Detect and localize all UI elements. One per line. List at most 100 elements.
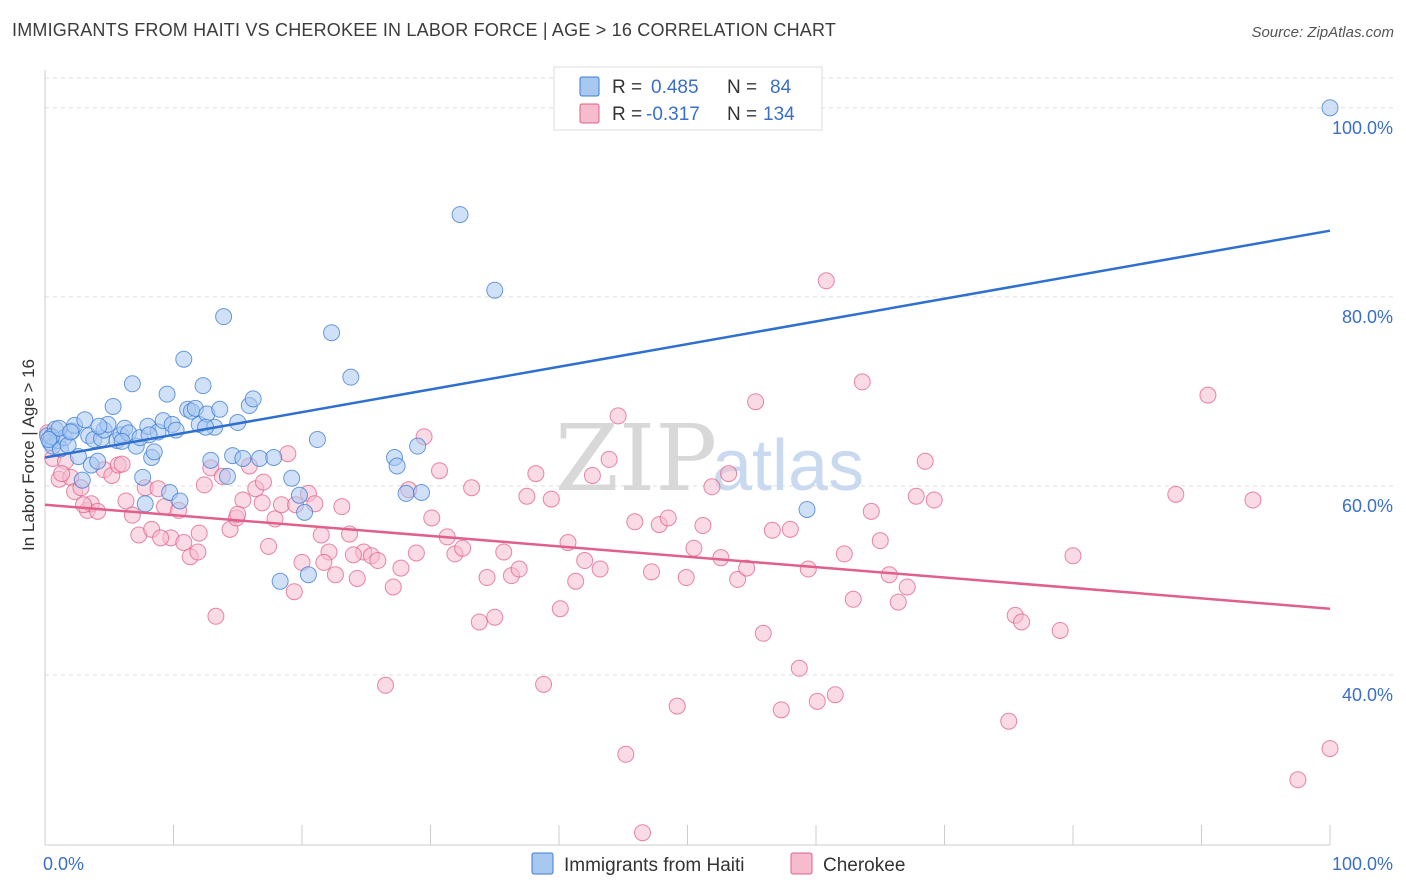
point-haiti-25 — [123, 375, 141, 393]
point-cherokee-85 — [643, 563, 661, 581]
point-cherokee-97 — [747, 393, 765, 411]
watermark-atlas: atlas — [712, 426, 864, 506]
point-haiti-45 — [194, 377, 212, 395]
point-cherokee-62 — [454, 539, 472, 557]
point-cherokee-76 — [567, 572, 585, 590]
point-cherokee-96 — [738, 559, 756, 577]
point-cherokee-52 — [377, 676, 395, 694]
point-haiti-62 — [296, 503, 314, 521]
legend-n-value-1: 84 — [770, 77, 792, 98]
legend-r-value-1: 0.485 — [651, 77, 699, 98]
point-haiti-71 — [413, 483, 431, 501]
point-haiti-51 — [218, 467, 236, 485]
point-cherokee-126 — [1289, 771, 1307, 789]
point-cherokee-101 — [781, 520, 799, 538]
legend-r-label-1: R = — [612, 77, 642, 98]
point-cherokee-73 — [542, 490, 560, 508]
point-cherokee-114 — [898, 578, 916, 596]
point-cherokee-132 — [190, 524, 208, 542]
legend-r-label-2: R = — [612, 104, 642, 125]
point-haiti-16 — [89, 452, 107, 470]
point-haiti-58 — [265, 449, 283, 466]
point-cherokee-27 — [207, 607, 225, 625]
legend-n-value-2: 134 — [763, 104, 795, 125]
point-cherokee-22 — [175, 534, 193, 552]
point-cherokee-100 — [772, 701, 790, 719]
point-cherokee-117 — [925, 491, 943, 509]
point-haiti-39 — [171, 492, 189, 510]
point-cherokee-79 — [591, 560, 609, 578]
point-haiti-70 — [409, 437, 427, 455]
legend-n-label-2: N = — [727, 104, 757, 125]
point-haiti-28 — [134, 468, 152, 486]
point-cherokee-70 — [518, 487, 536, 505]
point-cherokee-43 — [312, 526, 330, 544]
point-cherokee-25 — [195, 476, 213, 494]
point-cherokee-64 — [470, 613, 488, 631]
y-tick-labels: 40.0% 60.0% 80.0% 100.0% — [1332, 118, 1393, 705]
y-axis-label: In Labor Force | Age > 16 — [19, 359, 38, 551]
point-cherokee-99 — [763, 521, 781, 539]
point-cherokee-130 — [113, 455, 131, 473]
chart-source: Source: ZipAtlas.com — [1251, 24, 1394, 41]
point-haiti-68 — [388, 457, 406, 475]
point-cherokee-67 — [495, 543, 513, 561]
point-cherokee-65 — [478, 569, 496, 587]
legend-r-value-2: -0.317 — [646, 104, 700, 125]
y-tick-label-40: 40.0% — [1342, 685, 1393, 705]
point-cherokee-124 — [1199, 386, 1217, 404]
point-cherokee-34 — [253, 494, 271, 512]
point-haiti-69 — [397, 484, 415, 502]
point-haiti-74 — [798, 500, 816, 518]
point-cherokee-51 — [369, 552, 387, 570]
point-cherokee-56 — [407, 544, 425, 562]
point-haiti-12 — [76, 411, 94, 429]
point-cherokee-83 — [626, 513, 644, 531]
point-cherokee-131 — [152, 529, 170, 547]
point-haiti-63 — [299, 566, 317, 584]
trend-line-haiti — [44, 229, 1331, 459]
point-cherokee-110 — [862, 502, 880, 520]
point-cherokee-106 — [826, 686, 844, 704]
legend-swatch-cherokee — [579, 103, 600, 124]
point-cherokee-81 — [609, 407, 627, 425]
point-cherokee-98 — [754, 624, 772, 642]
legend-n-label-1: N = — [727, 77, 757, 98]
point-cherokee-107 — [835, 545, 853, 563]
point-cherokee-125 — [1244, 491, 1262, 509]
point-cherokee-45 — [326, 566, 344, 584]
point-cherokee-134 — [254, 473, 272, 491]
point-cherokee-102 — [790, 659, 808, 677]
point-cherokee-122 — [1064, 547, 1082, 565]
point-cherokee-69 — [510, 560, 528, 578]
point-cherokee-93 — [712, 549, 730, 567]
bottom-legend-cherokee: Cherokee — [823, 855, 905, 876]
point-haiti-35 — [158, 385, 176, 403]
point-haiti-73 — [486, 281, 504, 299]
point-haiti-49 — [211, 400, 229, 418]
x-tick-label-max: 100.0% — [1332, 854, 1393, 874]
point-cherokee-82 — [617, 745, 635, 763]
point-cherokee-80 — [600, 450, 618, 468]
point-haiti-54 — [234, 449, 252, 467]
point-cherokee-109 — [853, 373, 871, 391]
point-cherokee-89 — [677, 569, 695, 587]
point-haiti-83 — [40, 431, 58, 449]
point-cherokee-129 — [75, 496, 93, 514]
point-cherokee-14 — [123, 506, 141, 524]
grid-lines — [45, 77, 1395, 676]
point-cherokee-84 — [634, 824, 652, 842]
point-cherokee-71 — [527, 465, 545, 483]
point-cherokee-31 — [234, 491, 252, 509]
point-haiti-80 — [113, 432, 131, 450]
data-points — [39, 99, 1339, 842]
point-cherokee-118 — [1000, 712, 1018, 730]
point-cherokee-94 — [720, 465, 738, 483]
point-cherokee-137 — [344, 546, 362, 564]
point-haiti-64 — [308, 431, 326, 449]
point-cherokee-115 — [907, 487, 925, 505]
point-cherokee-59 — [430, 462, 448, 480]
point-cherokee-90 — [685, 539, 703, 557]
point-cherokee-108 — [844, 590, 862, 608]
point-cherokee-24 — [189, 543, 207, 561]
